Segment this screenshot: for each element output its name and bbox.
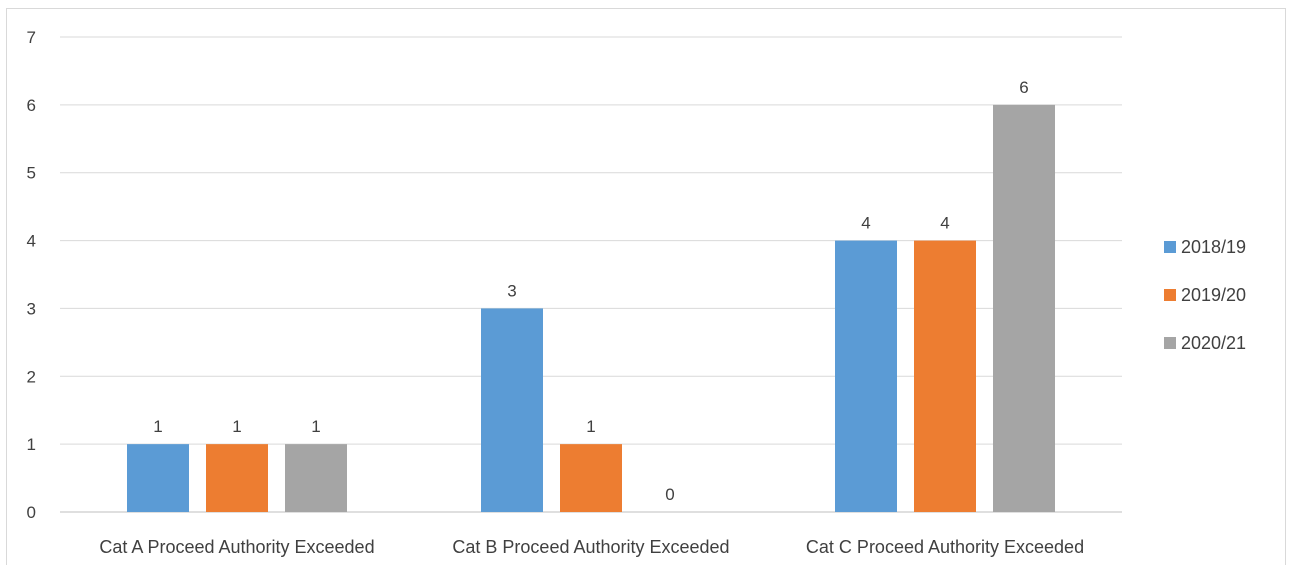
y-tick-label: 5 (27, 164, 36, 183)
data-label: 1 (586, 417, 595, 436)
y-tick-label: 4 (27, 232, 36, 251)
x-category-label: Cat C Proceed Authority Exceeded (806, 537, 1084, 557)
bar-2018-19 (127, 444, 189, 512)
data-label: 4 (861, 214, 870, 233)
data-label: 4 (940, 214, 949, 233)
y-tick-label: 0 (27, 503, 36, 522)
bar-2018-19 (481, 308, 543, 512)
bar-2020-21 (993, 104, 1055, 512)
bar-2019-20 (560, 444, 622, 512)
bar-2018-19 (835, 240, 897, 513)
x-category-label: Cat A Proceed Authority Exceeded (99, 537, 374, 557)
legend-swatch (1164, 337, 1176, 349)
data-label: 3 (507, 281, 516, 300)
legend-label: 2019/20 (1181, 285, 1246, 305)
data-label: 1 (232, 417, 241, 436)
bar-2020-21 (285, 444, 347, 512)
data-label: 6 (1019, 78, 1028, 97)
data-label: 1 (311, 417, 320, 436)
y-tick-label: 7 (27, 28, 36, 47)
x-category-label: Cat B Proceed Authority Exceeded (452, 537, 729, 557)
y-tick-label: 1 (27, 435, 36, 454)
legend-swatch (1164, 289, 1176, 301)
chart-frame (6, 8, 1286, 565)
bar-2019-20 (206, 444, 268, 512)
y-tick-label: 6 (27, 96, 36, 115)
legend-swatch (1164, 241, 1176, 253)
data-label: 0 (665, 485, 674, 504)
legend-label: 2020/21 (1181, 333, 1246, 353)
y-tick-label: 3 (27, 299, 36, 318)
bar-2019-20 (914, 240, 976, 513)
legend-label: 2018/19 (1181, 237, 1246, 257)
data-label: 1 (153, 417, 162, 436)
y-tick-label: 2 (27, 367, 36, 386)
